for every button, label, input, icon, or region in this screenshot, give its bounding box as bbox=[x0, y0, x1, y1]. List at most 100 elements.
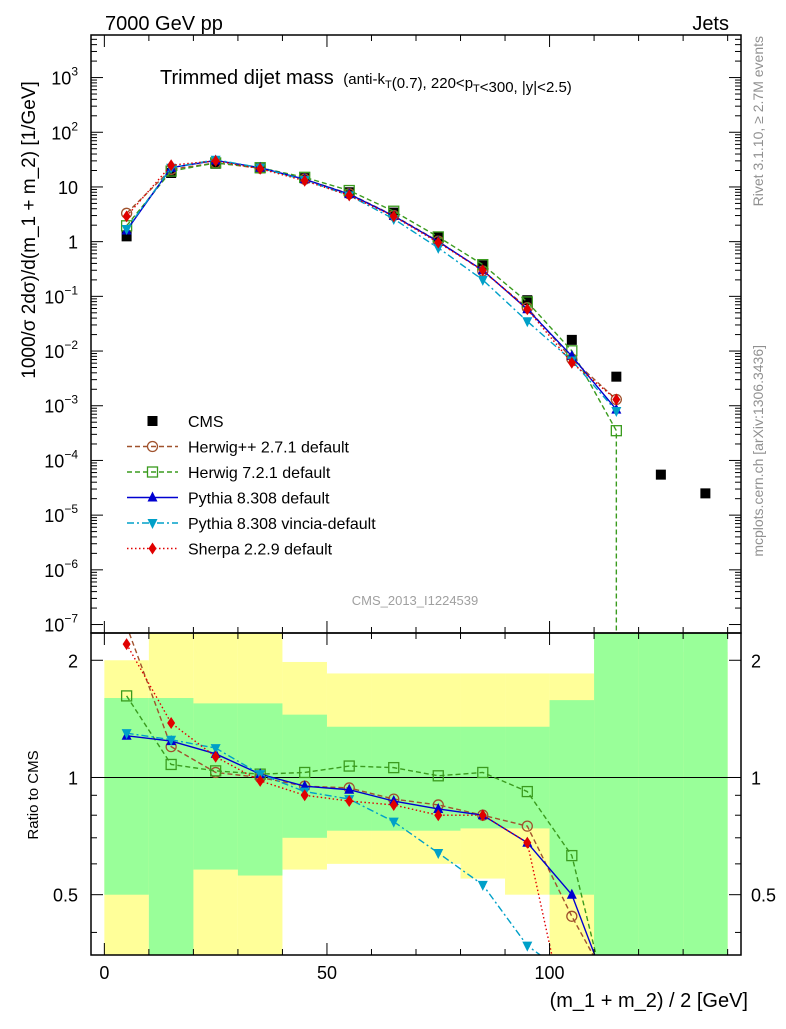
ratio-point bbox=[121, 729, 132, 740]
data-point bbox=[211, 154, 220, 167]
ratio-series bbox=[120, 633, 597, 955]
legend-entry: Herwig++ 2.7.1 default bbox=[127, 440, 350, 457]
ratio-band-inner-bin bbox=[371, 726, 416, 831]
ratio-point bbox=[522, 941, 533, 952]
legend-label: Pythia 8.308 default bbox=[188, 491, 330, 508]
ratio-series-sherpa-2-2-9-default bbox=[122, 638, 553, 955]
ratio-point bbox=[165, 758, 177, 771]
ratio-y-tick-label-left: 1 bbox=[68, 768, 78, 788]
y-tick-label: 103 bbox=[51, 65, 78, 89]
data-point bbox=[700, 488, 711, 499]
y-tick-label: 10−3 bbox=[44, 393, 78, 417]
series-pythia-8-308-default bbox=[121, 154, 622, 414]
data-point bbox=[477, 275, 488, 286]
data-point bbox=[389, 210, 398, 223]
data-point bbox=[523, 303, 532, 316]
series-line bbox=[126, 160, 617, 401]
watermark: CMS_2013_I1224539 bbox=[352, 593, 479, 608]
series-group bbox=[120, 154, 711, 955]
legend-marker bbox=[147, 491, 158, 502]
data-point bbox=[434, 236, 443, 249]
ratio-point bbox=[566, 910, 578, 922]
ratio-point bbox=[210, 744, 221, 755]
data-point bbox=[612, 393, 621, 406]
data-point bbox=[121, 231, 132, 242]
ratio-point bbox=[388, 817, 399, 828]
y-tick-label: 10−6 bbox=[44, 557, 78, 581]
legend-entry: CMS bbox=[147, 414, 224, 431]
data-point bbox=[522, 317, 533, 328]
ratio-point bbox=[167, 717, 176, 730]
ratio-point bbox=[566, 888, 577, 899]
legend-entry: Sherpa 2.2.9 default bbox=[127, 542, 333, 559]
legend-entry: Pythia 8.308 default bbox=[127, 491, 330, 508]
ratio-point bbox=[477, 880, 488, 891]
chart-title-detail: (anti-kT(0.7), 220<pT<300, |y|<2.5) bbox=[343, 71, 572, 96]
x-axis-label: (m_1 + m_2) / 2 [GeV] bbox=[550, 990, 748, 1012]
header-left: 7000 GeV pp bbox=[105, 13, 223, 35]
ratio-point bbox=[433, 848, 444, 859]
ratio-y-tick-label-right: 1 bbox=[751, 768, 761, 788]
x-tick-label: 50 bbox=[317, 963, 337, 983]
series-line bbox=[126, 162, 618, 633]
ratio-band-inner-bin bbox=[326, 726, 372, 831]
ratio-point bbox=[389, 798, 398, 811]
ratio-point bbox=[211, 750, 220, 763]
data-point bbox=[611, 371, 622, 382]
ratio-band-inner-bin bbox=[549, 700, 595, 895]
chart-title-main: Trimmed dijet mass bbox=[160, 67, 334, 89]
series-line bbox=[126, 159, 617, 411]
data-point bbox=[433, 243, 444, 254]
y-tick-label: 102 bbox=[51, 119, 78, 143]
ratio-point bbox=[434, 809, 443, 822]
data-point bbox=[478, 264, 487, 277]
data-point bbox=[610, 425, 622, 437]
legend-entry: Pythia 8.308 vincia-default bbox=[127, 516, 376, 533]
y-axis-label-main: 1000/σ 2dσ)/d(m_1 + m_2) [1/GeV] bbox=[19, 81, 40, 379]
ratio-band-inner-bin bbox=[104, 698, 149, 895]
ratio-y-tick-label-left: 0.5 bbox=[53, 886, 78, 906]
data-point bbox=[566, 334, 577, 345]
axis-ticks: 0 50 10010310210110−110−210−310−410−510−61… bbox=[44, 34, 776, 983]
ratio-point bbox=[210, 765, 222, 777]
legend-label: Pythia 8.308 vincia-default bbox=[188, 516, 376, 533]
ratio-band-inner-bin bbox=[638, 633, 684, 955]
data-point bbox=[611, 407, 622, 418]
ratio-point bbox=[432, 770, 444, 782]
ratio-band-inner-bin bbox=[193, 703, 238, 870]
data-point bbox=[655, 469, 666, 480]
ratio-line bbox=[126, 732, 542, 955]
ratio-band-inner-bin bbox=[594, 633, 639, 955]
ratio-band-inner-bin bbox=[237, 703, 283, 876]
series-pythia-8-308-vincia-default bbox=[121, 155, 622, 418]
data-point bbox=[167, 159, 176, 172]
data-point bbox=[345, 189, 354, 202]
header-right: Jets bbox=[692, 13, 729, 35]
ratio-line bbox=[128, 633, 594, 955]
legend-label: CMS bbox=[188, 414, 224, 431]
data-point bbox=[567, 356, 576, 369]
side-label-rivet: Rivet 3.1.10, ≥ 2.7M events bbox=[750, 36, 766, 206]
series-line bbox=[126, 158, 617, 412]
ratio-point bbox=[343, 760, 355, 772]
y-tick-label: 10−7 bbox=[44, 612, 78, 636]
legend-label: Herwig 7.2.1 default bbox=[188, 465, 331, 482]
main-series bbox=[120, 154, 711, 633]
ratio-point bbox=[521, 785, 533, 798]
data-point bbox=[122, 210, 131, 223]
series-line bbox=[126, 162, 617, 401]
ratio-point bbox=[388, 761, 400, 774]
y-tick-label: 10 bbox=[58, 178, 78, 198]
ratio-point bbox=[478, 809, 487, 822]
ratio-point bbox=[299, 766, 311, 779]
y-tick-label: 10−4 bbox=[44, 447, 78, 471]
y-axis-label-ratio: Ratio to CMS bbox=[25, 750, 42, 839]
ratio-point bbox=[433, 802, 444, 813]
ratio-point bbox=[566, 849, 578, 862]
x-tick-label: 100 bbox=[535, 963, 565, 983]
ratio-y-tick-label-right: 2 bbox=[751, 651, 761, 671]
ratio-uncertainty-bands bbox=[104, 633, 728, 955]
ratio-band-inner-bin bbox=[282, 714, 327, 838]
x-tick-label: 0 bbox=[99, 963, 109, 983]
